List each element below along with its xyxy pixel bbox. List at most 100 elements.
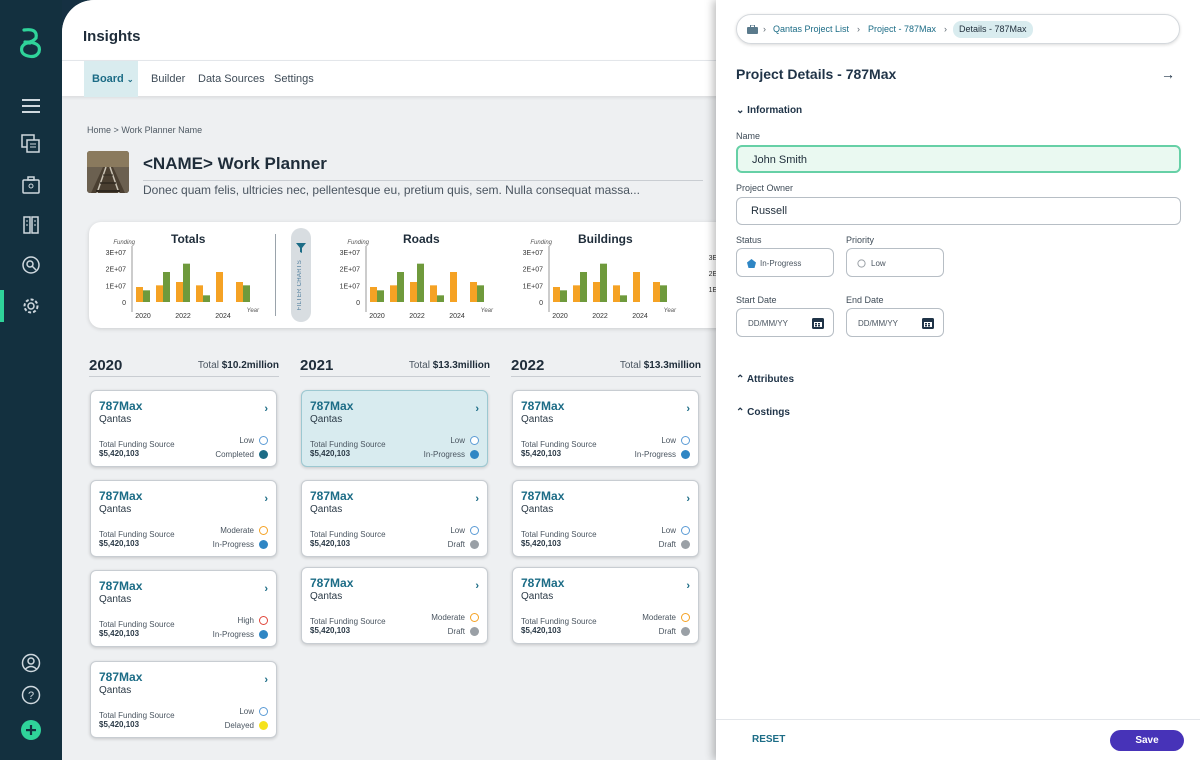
chevron-right-icon[interactable]: › [475, 403, 479, 415]
status-text: Completed [215, 450, 254, 459]
analytics-icon[interactable] [18, 252, 44, 278]
card-org: Qantas [99, 504, 132, 515]
year-total-label: Total [197, 360, 219, 371]
chart-buildings: Funding 3E+07 2E+07 1E+07 0 2020 2022 2024 Year … [506, 222, 686, 328]
status-text: In-Progress [634, 450, 676, 459]
tab-board-label: Board [92, 73, 124, 85]
calendar-icon[interactable] [812, 317, 824, 329]
year-total-value: $13.3million [432, 360, 490, 371]
hamburger-menu-icon[interactable] [18, 93, 44, 119]
filter-charts-button[interactable]: FILTER CHARTS [291, 228, 311, 322]
documents-icon[interactable] [18, 131, 44, 157]
end-date-placeholder: DD/MM/YY [858, 319, 898, 328]
nav-bar: Board ⌄ Builder Data Sources Settings [62, 60, 742, 97]
status-dot-icon [681, 627, 690, 636]
close-panel-arrow-icon[interactable]: → [1161, 66, 1175, 82]
x-axis-label: Year [664, 308, 677, 314]
section-costings[interactable]: ⌃ Costings [736, 407, 790, 418]
chevron-right-icon[interactable]: › [475, 493, 479, 505]
chevron-right-icon[interactable]: › [264, 403, 268, 415]
year-label: 2020 [89, 357, 123, 374]
x-tick-label: 2022 [409, 313, 425, 320]
project-card[interactable]: 787Max Qantas Total Funding Source $5,420,1… [301, 567, 488, 644]
y-tick-label: 2E+07 [523, 267, 544, 274]
top-bar: Insights [62, 0, 742, 60]
tab-board[interactable]: Board ⌄ [84, 61, 138, 97]
year-total: Total $13.3million [620, 360, 701, 371]
status-text: Delayed [224, 721, 254, 730]
help-icon[interactable]: ? [18, 682, 44, 708]
bar [660, 285, 667, 302]
name-label: Name [736, 131, 761, 141]
add-circle-icon[interactable] [18, 717, 44, 743]
settings-gear-icon[interactable] [18, 293, 44, 319]
tab-settings[interactable]: Settings [274, 73, 314, 85]
project-owner-field[interactable]: Russell [736, 197, 1181, 225]
x-axis-label: Year [247, 308, 260, 314]
project-card-selected[interactable]: 787Max Qantas Total Funding Source $5,420,1… [301, 390, 488, 467]
chevron-right-icon[interactable]: › [264, 583, 268, 595]
year-header-2021: 2021 Total $13.3million [300, 357, 490, 377]
funding-label: Total Funding Source [310, 617, 386, 626]
funding-label: Total Funding Source [521, 530, 597, 539]
chevron-right-icon[interactable]: › [264, 674, 268, 686]
bar [477, 285, 484, 302]
chart-divider [275, 234, 276, 316]
priority-select[interactable]: Low [846, 248, 944, 277]
breadcrumb-home[interactable]: Home [87, 125, 112, 135]
status-select[interactable]: In-Progress [736, 248, 834, 277]
bar [410, 282, 417, 302]
bar [450, 272, 457, 302]
card-title: 787Max [310, 576, 354, 590]
chevron-right-icon[interactable]: › [686, 580, 690, 592]
name-field[interactable]: John Smith [736, 145, 1181, 173]
project-card[interactable]: 787Max Qantas Total Funding Source $5,420,1… [512, 567, 699, 644]
filter-icon [296, 243, 306, 253]
calendar-icon[interactable] [922, 317, 934, 329]
funding-amount: $5,420,103 [99, 449, 140, 458]
y-tick-label: 1E+07 [106, 283, 127, 290]
project-card[interactable]: 787Max Qantas Total Funding Source $5,420,1… [90, 480, 277, 557]
project-card[interactable]: 787Max Qantas Total Funding Source $5,420,1… [90, 570, 277, 647]
reset-button[interactable]: RESET [752, 734, 786, 745]
briefcase-icon[interactable] [18, 172, 44, 198]
user-profile-icon[interactable] [18, 650, 44, 676]
project-card[interactable]: 787Max Qantas Total Funding Source $5,420,1… [512, 390, 699, 467]
y-axis-label: Funding [113, 240, 135, 246]
sidebar-active-indicator [0, 290, 4, 322]
project-card[interactable]: 787Max Qantas Total Funding Source $5,420,1… [301, 480, 488, 557]
priority-text: Low [239, 707, 254, 716]
start-date-input[interactable]: DD/MM/YY [736, 308, 834, 337]
chevron-right-icon[interactable]: › [686, 403, 690, 415]
bar [183, 263, 190, 302]
project-card[interactable]: 787Max Qantas Total Funding Source $5,420,1… [512, 480, 699, 557]
section-attributes[interactable]: ⌃ Attributes [736, 374, 794, 385]
priority-text: Low [661, 526, 676, 535]
funding-label: Total Funding Source [99, 620, 175, 629]
funding-label: Total Funding Source [99, 440, 175, 449]
status-text: Draft [447, 627, 465, 636]
building-icon[interactable] [18, 212, 44, 238]
priority-dot-icon [857, 259, 866, 268]
bar [156, 285, 163, 302]
priority-dot-icon [470, 436, 479, 445]
priority-dot-icon [470, 613, 479, 622]
project-card[interactable]: 787Max Qantas Total Funding Source $5,420,1… [90, 661, 277, 738]
start-date-placeholder: DD/MM/YY [748, 319, 788, 328]
x-tick-label: 2024 [215, 313, 231, 320]
tab-builder[interactable]: Builder [151, 73, 186, 85]
briefcase-icon[interactable] [747, 25, 758, 34]
brand-logo-icon[interactable] [16, 26, 46, 60]
project-card[interactable]: 787Max Qantas Total Funding Source $5,420,1… [90, 390, 277, 467]
end-date-input[interactable]: DD/MM/YY [846, 308, 944, 337]
tab-data-sources[interactable]: Data Sources [198, 73, 265, 85]
chevron-up-icon: ⌃ [736, 374, 745, 385]
chevron-right-icon[interactable]: › [264, 493, 268, 505]
y-tick-label: 0 [539, 300, 543, 307]
breadcrumb-project-list[interactable]: Qantas Project List [773, 24, 850, 34]
breadcrumb-project[interactable]: Project - 787Max [868, 24, 937, 34]
chevron-right-icon[interactable]: › [475, 580, 479, 592]
section-information[interactable]: ⌄ Information [736, 105, 802, 116]
save-button[interactable]: Save [1110, 730, 1184, 751]
chevron-right-icon[interactable]: › [686, 493, 690, 505]
